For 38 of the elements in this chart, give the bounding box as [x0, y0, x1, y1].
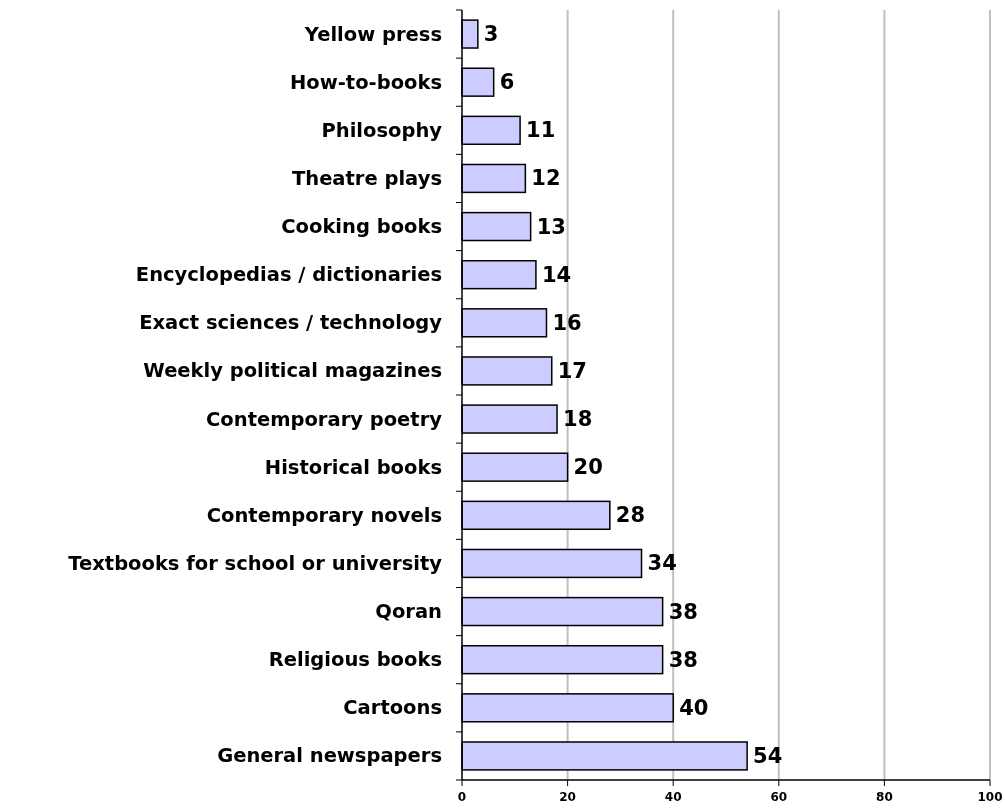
- y-tick-label: Exact sciences / technology: [139, 311, 443, 335]
- y-tick-label: General newspapers: [217, 744, 442, 768]
- y-tick-label: Theatre plays: [291, 166, 442, 190]
- x-tick-label: 0: [457, 790, 467, 804]
- x-tick-label: 100: [977, 790, 1003, 804]
- data-label: 11: [526, 118, 556, 143]
- data-label: 34: [647, 551, 677, 576]
- data-label: 20: [573, 455, 603, 480]
- y-tick-label: Cartoons: [343, 696, 442, 720]
- data-label: 54: [753, 743, 783, 768]
- y-tick-label: Cooking books: [281, 215, 442, 239]
- data-label: 6: [499, 70, 515, 95]
- data-label: 40: [679, 695, 709, 720]
- y-tick-label: Philosophy: [321, 118, 443, 142]
- data-label: 12: [531, 166, 561, 191]
- y-tick-label: Contemporary poetry: [206, 407, 443, 431]
- x-tick-label: 60: [770, 790, 788, 804]
- data-label: 38: [668, 647, 698, 672]
- y-tick-label: Textbooks for school or university: [68, 551, 443, 575]
- data-label: 18: [563, 407, 593, 432]
- data-label: 13: [536, 214, 566, 239]
- x-tick-label: 40: [664, 790, 682, 804]
- y-tick-label: Historical books: [264, 455, 442, 479]
- y-tick-label: Contemporary novels: [206, 503, 442, 527]
- y-tick-label: Qoran: [375, 600, 442, 624]
- data-label: 17: [557, 358, 587, 383]
- y-tick-label: How-to-books: [290, 70, 442, 94]
- data-label: 28: [615, 503, 646, 528]
- y-tick-label: Yellow press: [303, 22, 442, 46]
- x-tick-label: 20: [559, 790, 576, 804]
- data-label: 3: [483, 22, 499, 47]
- y-tick-label: Weekly political magazines: [143, 359, 442, 383]
- x-tick-label: 80: [876, 790, 893, 804]
- data-label: 14: [541, 262, 572, 287]
- data-label: 38: [668, 599, 698, 624]
- data-label: 16: [552, 310, 582, 335]
- y-tick-label: Encyclopedias / dictionaries: [135, 263, 442, 287]
- y-tick-label: Religious books: [268, 648, 442, 672]
